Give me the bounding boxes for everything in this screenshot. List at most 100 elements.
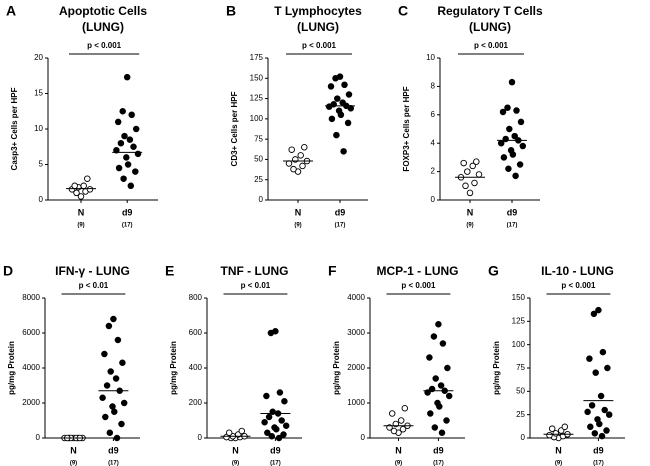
data-point [506,125,513,133]
data-point [80,182,87,190]
panel-title: Apoptotic Cells [59,4,147,18]
y-tick-label: 10 [426,53,435,62]
data-point [561,423,569,431]
y-tick-label: 175 [250,53,264,62]
data-point [328,115,336,123]
data-point [599,348,607,356]
data-point [505,165,512,173]
significance-label: p < 0.001 [401,281,436,290]
data-point [586,355,593,362]
data-point [443,417,450,424]
data-point [281,398,288,405]
group-count: (17) [335,223,346,229]
data-point [340,148,347,155]
x-tick-label: N [467,207,474,217]
data-point [512,172,519,180]
data-point [601,406,608,414]
panel-title: (LUNG) [82,20,124,34]
y-tick-label: 25 [516,410,525,419]
panel-title: (LUNG) [297,20,339,34]
significance-label: p < 0.001 [561,281,596,290]
data-point [397,417,405,424]
data-point [345,91,353,98]
data-point [134,150,142,158]
data-point [466,189,474,197]
data-point [238,427,246,435]
data-point [597,392,605,400]
data-point [290,165,297,173]
x-tick-label: N [555,445,562,455]
data-point [112,375,120,382]
data-point [390,427,398,435]
y-tick-label: 125 [512,316,526,325]
data-point [273,426,280,433]
x-tick-label: d9 [335,207,346,217]
x-tick-label: d9 [593,445,604,455]
y-tick-label: 6 [431,110,436,119]
y-tick-label: 0 [361,433,366,442]
y-tick-label: 50 [254,155,263,164]
data-point [438,429,446,437]
y-tick-label: 400 [189,363,203,372]
data-point [603,427,610,434]
data-point [103,382,111,389]
data-point [119,359,126,367]
data-point [587,423,594,431]
x-tick-label: N [78,207,85,217]
data-point [73,189,80,197]
data-point [109,403,116,410]
y-tick-label: 2000 [347,363,365,372]
y-tick-label: 8000 [22,293,40,302]
group-count: (9) [232,461,239,466]
data-point [516,161,524,168]
y-tick-label: 0 [39,195,44,204]
panel-title: IFN-γ - LUNG [55,264,130,278]
group-count: (17) [433,461,444,466]
x-tick-label: N [395,445,402,455]
data-point [126,136,134,143]
data-point [113,147,120,154]
data-point [596,420,603,428]
data-point [99,394,106,402]
y-tick-label: 150 [250,73,264,82]
y-tick-label: 2 [431,167,436,176]
y-axis-label: pg/mg Protein [332,341,341,395]
y-tick-label: 75 [516,363,525,372]
data-point [301,144,308,151]
x-tick-label: N [295,207,302,217]
y-tick-label: 10 [34,124,43,133]
data-point [110,315,117,323]
data-point [280,431,287,438]
data-point [120,175,127,182]
y-tick-label: 5 [39,160,44,169]
data-point [430,333,438,340]
data-point [497,139,505,147]
y-axis-label: Casp3+ Cells per HPF [10,87,19,170]
data-point [504,104,511,111]
data-point [460,159,467,167]
data-point [473,158,480,165]
data-point [344,119,352,127]
data-point [462,182,469,190]
significance-label: p < 0.001 [474,41,509,50]
data-point [337,111,345,119]
data-point [282,422,290,430]
data-point [118,420,125,428]
data-point [590,310,598,318]
data-point [327,83,335,90]
data-point [77,193,85,200]
y-tick-label: 50 [516,386,525,395]
y-axis-label: pg/mg Protein [7,341,16,395]
x-tick-label: N [70,445,77,455]
panel-letter: G [488,263,499,279]
data-point [101,350,108,358]
group-count: (9) [70,461,77,466]
data-point [263,392,270,400]
y-tick-label: 6000 [22,328,40,337]
data-point [499,108,507,116]
group-count: (9) [395,461,402,466]
data-point [588,402,596,409]
data-point [502,135,509,143]
panel-letter: A [6,3,16,19]
data-point [519,142,527,150]
